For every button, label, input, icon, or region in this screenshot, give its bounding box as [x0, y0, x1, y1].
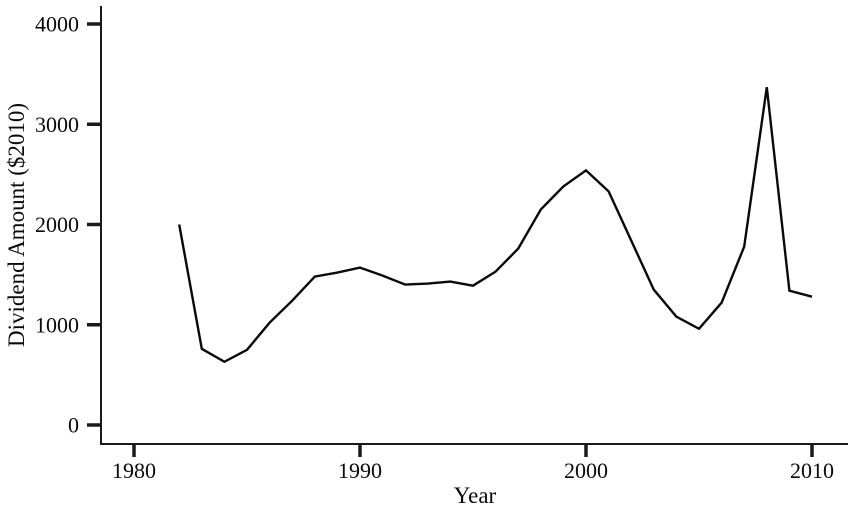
- y-tick-label: 4000: [35, 12, 79, 37]
- y-axis-ticks: 0 1000 2000 3000 4000: [35, 12, 100, 438]
- data-line: [178, 87, 813, 364]
- x-tick-label: 2010: [790, 458, 834, 483]
- x-axis-title: Year: [454, 483, 497, 508]
- y-tick-label: 3000: [35, 112, 79, 137]
- y-tick-label: 2000: [35, 212, 79, 237]
- y-tick-label: 0: [68, 413, 79, 438]
- line-series-group: [178, 87, 813, 364]
- y-tick-label: 1000: [35, 312, 79, 337]
- x-tick-label: 1980: [112, 458, 156, 483]
- x-tick-label: 1990: [338, 458, 382, 483]
- x-axis-ticks: 1980 1990 2000 2010: [112, 445, 834, 483]
- y-axis-title: Dividend Amount ($2010): [4, 103, 29, 347]
- x-tick-label: 2000: [564, 458, 608, 483]
